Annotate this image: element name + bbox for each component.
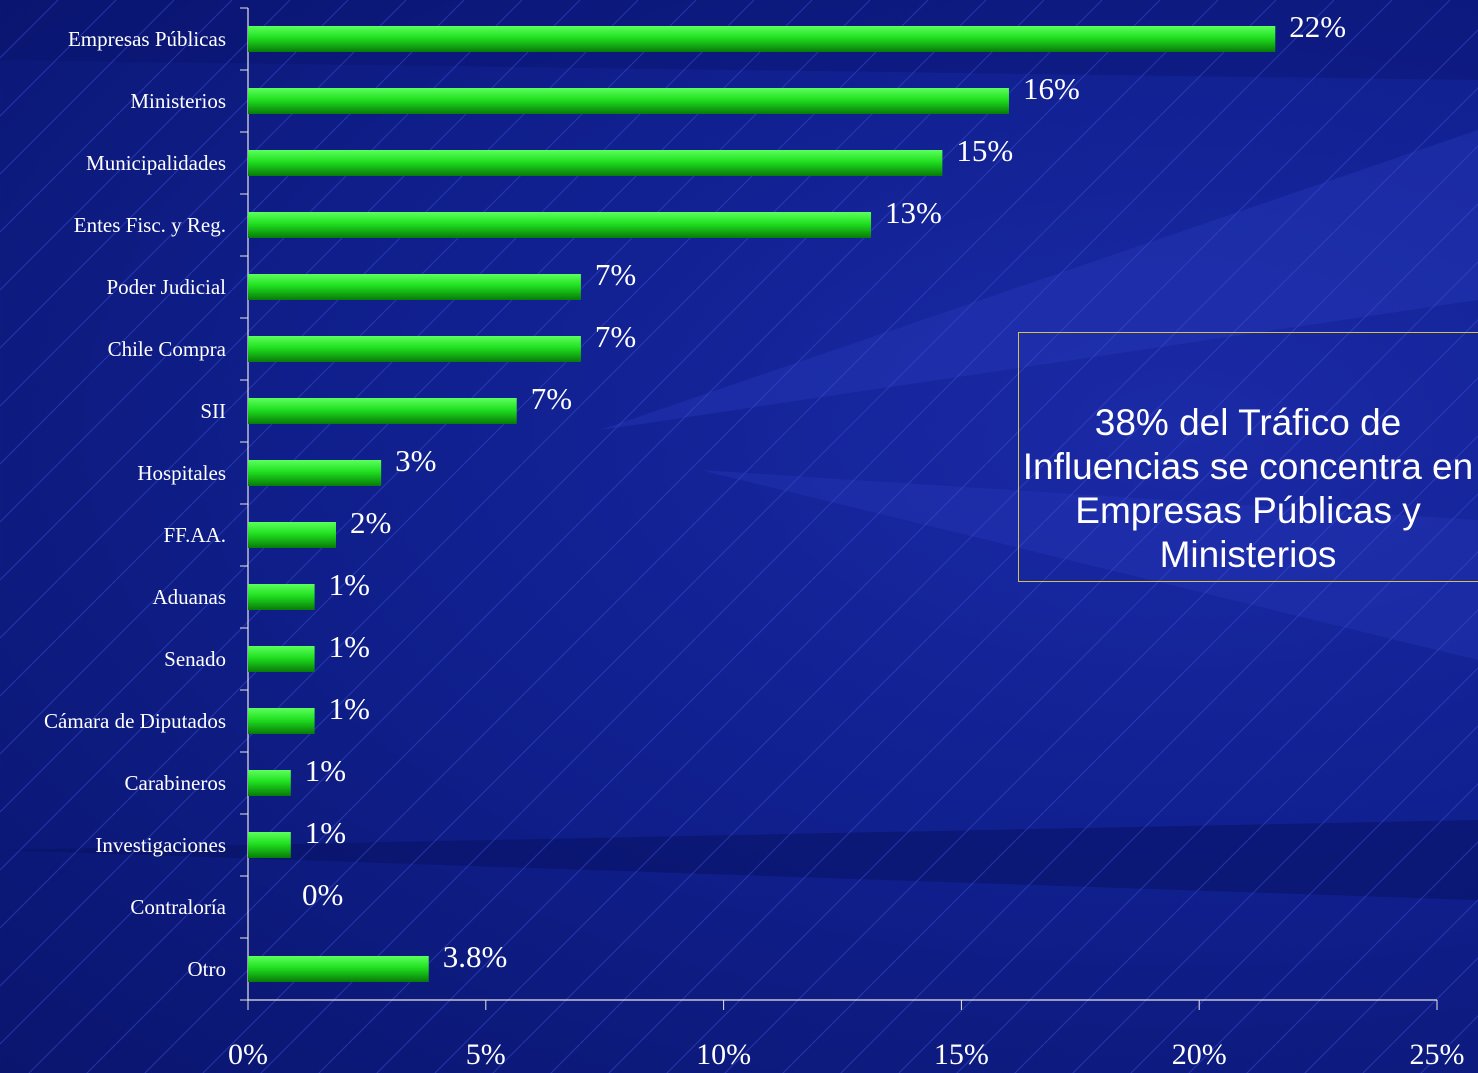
x-tick-label: 0%	[228, 1038, 268, 1071]
bar	[248, 646, 315, 672]
x-tick-label: 25%	[1410, 1038, 1465, 1071]
bar	[248, 832, 291, 858]
data-label: 15%	[956, 133, 1013, 168]
data-label: 2%	[350, 505, 391, 540]
category-label: Investigaciones	[95, 833, 226, 857]
category-label: Senado	[164, 647, 226, 671]
x-tick-label: 10%	[696, 1038, 751, 1071]
x-tick-label: 5%	[466, 1038, 506, 1071]
data-label: 1%	[305, 753, 346, 788]
data-label: 1%	[329, 629, 370, 664]
category-label: Ministerios	[130, 89, 226, 113]
callout-box: 38% del Tráfico de Influencias se concen…	[1018, 332, 1478, 582]
category-label: SII	[200, 399, 226, 423]
bar	[248, 26, 1276, 52]
category-label: Aduanas	[153, 585, 226, 609]
bar	[248, 398, 517, 424]
bar	[248, 522, 336, 548]
category-label: Hospitales	[137, 461, 226, 485]
bar	[248, 956, 429, 982]
category-label: Contraloría	[130, 895, 226, 919]
data-label: 22%	[1289, 9, 1346, 44]
category-label: Empresas Públicas	[68, 27, 226, 51]
data-label: 1%	[329, 691, 370, 726]
data-label: 3.8%	[443, 939, 508, 974]
category-label: Otro	[188, 957, 227, 981]
category-label: Municipalidades	[86, 151, 226, 175]
x-tick-label: 15%	[934, 1038, 989, 1071]
bar	[248, 88, 1009, 114]
bar	[248, 212, 872, 238]
x-tick-label: 20%	[1172, 1038, 1227, 1071]
bar	[248, 150, 943, 176]
data-label: 7%	[595, 257, 636, 292]
chart-bars	[248, 26, 1276, 982]
data-label: 16%	[1023, 71, 1080, 106]
data-label: 1%	[305, 815, 346, 850]
data-label: 3%	[395, 443, 436, 478]
data-label: 0%	[302, 877, 343, 912]
bar	[248, 770, 291, 796]
bar	[248, 460, 382, 486]
category-label: Carabineros	[125, 771, 226, 795]
chart-labels: 0% 5% 10% 15% 20% 25% Empresas Públicas 22% Mini…	[44, 9, 1464, 1071]
data-label: 7%	[595, 319, 636, 354]
bar	[248, 274, 581, 300]
category-label: Poder Judicial	[106, 275, 226, 299]
data-label: 13%	[885, 195, 942, 230]
category-label: Chile Compra	[108, 337, 227, 361]
bar	[248, 584, 315, 610]
data-label: 7%	[531, 381, 572, 416]
category-label: Entes Fisc. y Reg.	[74, 213, 226, 237]
data-label: 1%	[329, 567, 370, 602]
category-label: FF.AA.	[163, 523, 226, 547]
callout-text: 38% del Tráfico de Influencias se concen…	[1022, 402, 1474, 575]
bar	[248, 708, 315, 734]
bar	[248, 336, 581, 362]
category-label: Cámara de Diputados	[44, 709, 226, 733]
